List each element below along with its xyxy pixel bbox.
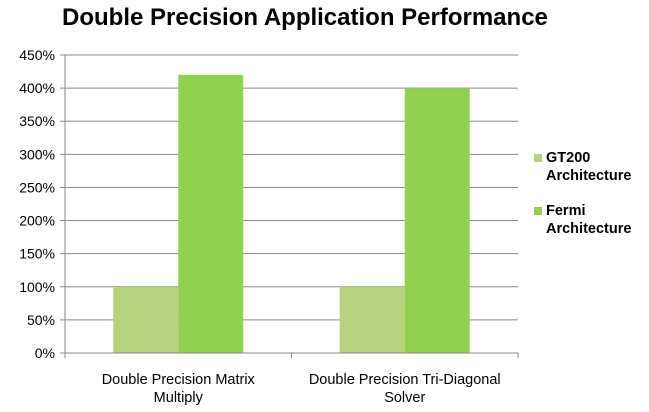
- x-tick-label: Double Precision Tri-Diagonal Solver: [309, 372, 501, 406]
- legend-swatch: [534, 154, 542, 162]
- y-tick-label: 250%: [19, 179, 55, 195]
- chart-title: Double Precision Application Performance: [62, 4, 548, 31]
- y-tick-label: 350%: [19, 113, 55, 129]
- y-axis: 0% 50% 100% 150% 200% 250% 300% 350% 400% 450%: [19, 47, 65, 361]
- x-axis: Double Precision Matrix Multiply Double Pr…: [64, 55, 519, 406]
- bars: [113, 74, 470, 353]
- y-tick-label: 50%: [27, 312, 55, 328]
- legend-label: Fermi Architecture: [546, 203, 631, 237]
- y-tick-label: 100%: [19, 279, 55, 295]
- legend-swatch: [534, 207, 542, 215]
- y-tick-label: 450%: [19, 47, 55, 63]
- y-tick-label: 200%: [19, 213, 55, 229]
- y-tick-label: 400%: [19, 80, 55, 96]
- legend-label: GT200 Architecture: [546, 150, 631, 184]
- bar: [113, 286, 179, 353]
- x-tick-label: Double Precision Matrix Multiply: [102, 372, 256, 406]
- bar: [178, 74, 244, 353]
- y-tick-label: 300%: [19, 146, 55, 162]
- y-tick-label: 0%: [35, 345, 55, 361]
- bar: [339, 286, 405, 353]
- legend: GT200 Architecture Fermi Architecture: [534, 150, 631, 237]
- y-tick-label: 150%: [19, 246, 55, 262]
- bar: [404, 88, 470, 353]
